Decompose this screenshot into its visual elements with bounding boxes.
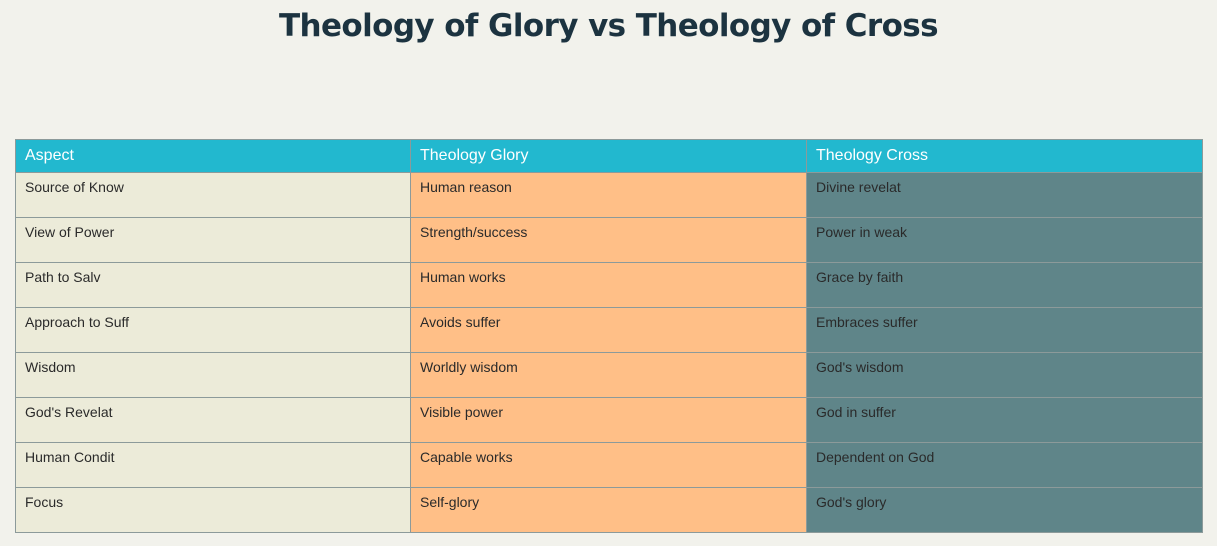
header-theology-glory: Theology Glory: [410, 139, 807, 173]
cross-cell: Power in weak: [806, 217, 1203, 263]
aspect-cell: Path to Salv: [15, 262, 411, 308]
glory-cell: Human reason: [410, 172, 807, 218]
cross-cell: Divine revelat: [806, 172, 1203, 218]
table-row: Focus Self-glory God's glory: [15, 487, 1203, 533]
table-row: Path to Salv Human works Grace by faith: [15, 262, 1203, 308]
header-aspect: Aspect: [15, 139, 411, 173]
table-row: Source of Know Human reason Divine revel…: [15, 172, 1203, 218]
page-title: Theology of Glory vs Theology of Cross: [278, 8, 939, 44]
glory-cell: Worldly wisdom: [410, 352, 807, 398]
glory-cell: Avoids suffer: [410, 307, 807, 353]
aspect-cell: Source of Know: [15, 172, 411, 218]
table-row: View of Power Strength/success Power in …: [15, 217, 1203, 263]
aspect-cell: View of Power: [15, 217, 411, 263]
table-row: God's Revelat Visible power God in suffe…: [15, 397, 1203, 443]
comparison-table: Aspect Theology Glory Theology Cross Sou…: [15, 139, 1203, 533]
aspect-cell: Wisdom: [15, 352, 411, 398]
cross-cell: God's glory: [806, 487, 1203, 533]
cross-cell: God in suffer: [806, 397, 1203, 443]
header-theology-cross: Theology Cross: [806, 139, 1203, 173]
header-row: Aspect Theology Glory Theology Cross: [15, 139, 1203, 173]
cross-cell: Dependent on God: [806, 442, 1203, 488]
glory-cell: Self-glory: [410, 487, 807, 533]
cross-cell: Grace by faith: [806, 262, 1203, 308]
aspect-cell: Human Condit: [15, 442, 411, 488]
glory-cell: Visible power: [410, 397, 807, 443]
table-row: Wisdom Worldly wisdom God's wisdom: [15, 352, 1203, 398]
cross-cell: God's wisdom: [806, 352, 1203, 398]
glory-cell: Human works: [410, 262, 807, 308]
glory-cell: Strength/success: [410, 217, 807, 263]
aspect-cell: Approach to Suff: [15, 307, 411, 353]
aspect-cell: Focus: [15, 487, 411, 533]
glory-cell: Capable works: [410, 442, 807, 488]
aspect-cell: God's Revelat: [15, 397, 411, 443]
table-row: Human Condit Capable works Dependent on …: [15, 442, 1203, 488]
cross-cell: Embraces suffer: [806, 307, 1203, 353]
table-row: Approach to Suff Avoids suffer Embraces …: [15, 307, 1203, 353]
